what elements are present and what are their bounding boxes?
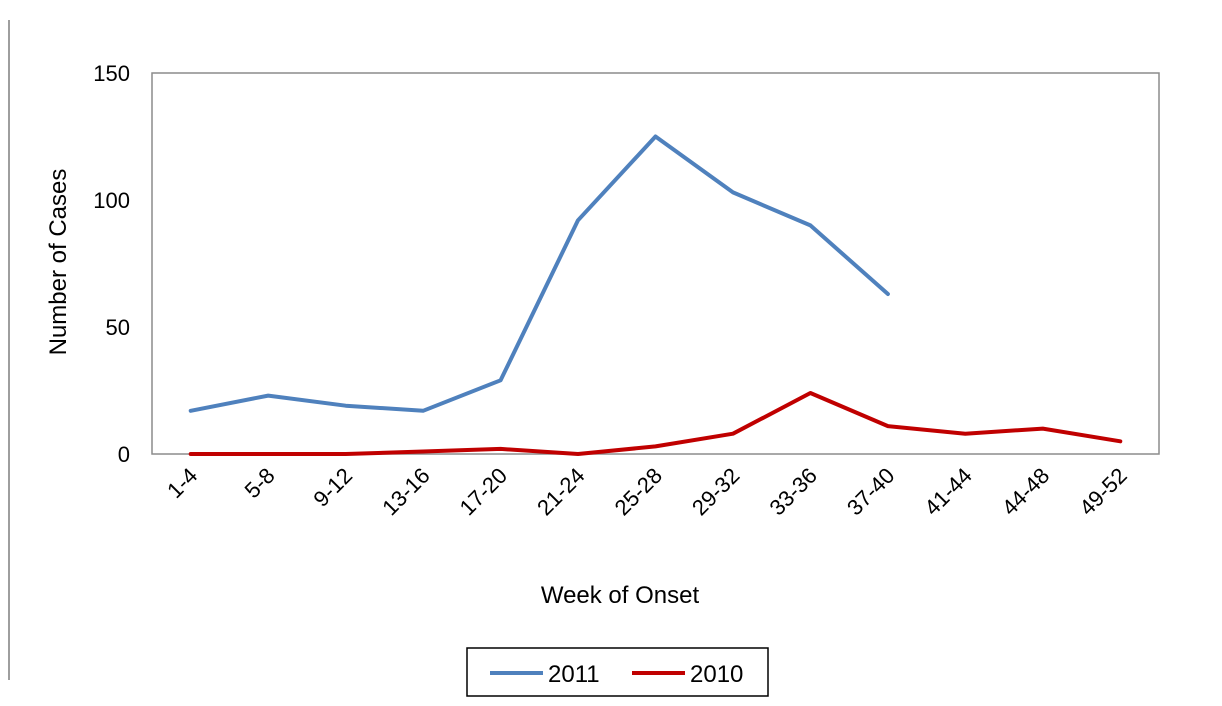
series-line-2011 [188,134,890,413]
plot-area [151,72,1160,455]
y-axis-title: Number of Cases [45,169,72,356]
x-tick-label-9-12: 9-12 [308,463,357,512]
x-tick-label-41-44: 41-44 [919,463,976,520]
legend-label-2011: 2011 [548,661,600,688]
x-axis-ticks: 1-4 5-8 9-12 13-16 17-20 21-24 25-28 29-32 33-36… [162,463,1132,520]
x-tick-label-17-20: 17-20 [455,463,512,520]
x-axis-title: Week of Onset [541,582,700,609]
y-tick-label-50: 50 [106,315,130,340]
y-axis-ticks: 0 50 100 150 [93,61,130,467]
x-tick-label-29-32: 29-32 [687,463,744,520]
x-tick-label-25-28: 25-28 [610,463,667,520]
x-tick-label-21-24: 21-24 [532,463,589,520]
y-tick-label-0: 0 [118,442,130,467]
x-tick-label-1-4: 1-4 [162,463,202,503]
y-tick-label-100: 100 [93,188,130,213]
y-tick-label-150: 150 [93,61,130,86]
legend-label-2010: 2010 [690,661,743,688]
x-tick-label-33-36: 33-36 [764,463,821,520]
x-tick-label-13-16: 13-16 [377,463,434,520]
series-line-2010 [188,391,1123,456]
x-tick-label-5-8: 5-8 [240,463,280,503]
x-tick-label-37-40: 37-40 [842,463,899,520]
series-layer [188,134,1123,456]
x-tick-label-44-48: 44-48 [997,463,1054,520]
legend: 2011 2010 [466,647,769,697]
x-tick-label-49-52: 49-52 [1074,463,1131,520]
